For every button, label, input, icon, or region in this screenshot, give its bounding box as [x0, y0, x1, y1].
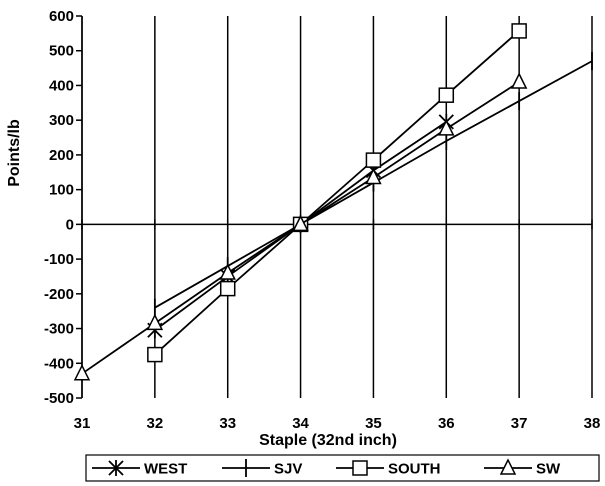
- data-point-south: [365, 152, 382, 168]
- x-axis-title: Staple (32nd inch): [259, 432, 397, 449]
- y-tick-label: -300: [44, 321, 74, 338]
- data-point-sw: [73, 364, 91, 381]
- y-tick-label: -200: [44, 286, 74, 303]
- series-sw: [73, 72, 528, 381]
- legend-item-south: SOUTH: [336, 460, 441, 478]
- legend-item-sjv: SJV: [222, 459, 302, 478]
- data-series: [73, 23, 593, 381]
- x-tick-label: 37: [511, 415, 528, 432]
- y-tick-label: 100: [49, 182, 74, 199]
- data-point-south: [511, 23, 527, 39]
- series-line-south: [154, 30, 520, 356]
- y-tick-label: 600: [49, 8, 74, 25]
- y-tick-label: 200: [49, 147, 74, 164]
- data-point-south: [438, 87, 455, 103]
- data-point-sw: [146, 313, 164, 331]
- data-point-sw: [510, 72, 528, 89]
- legend-item-sw: SW: [484, 458, 561, 478]
- legend-label: SJV: [274, 461, 302, 478]
- data-point-sw: [438, 119, 455, 136]
- legend: WEST SJV SOUTH SW: [85, 454, 600, 482]
- data-point-sw: [219, 263, 236, 280]
- legend-marker: [352, 460, 368, 476]
- gridlines: [81, 16, 593, 398]
- legend-label: SOUTH: [388, 461, 441, 478]
- legend-item-west: WEST: [92, 460, 187, 478]
- x-tick-label: 36: [438, 415, 455, 432]
- legend-label: SW: [536, 461, 561, 478]
- x-tick-label: 35: [365, 415, 382, 432]
- legend-marker: [108, 460, 124, 476]
- y-tick-label: -500: [44, 390, 74, 407]
- tick-labels: -500 -400 -300 -200 -100 0 100 200 300 400 500 600 3…: [44, 8, 600, 432]
- data-point-sw: [292, 214, 309, 232]
- series-south: [147, 23, 527, 363]
- legend-marker: [499, 458, 517, 475]
- y-tick-label: 0: [66, 216, 74, 233]
- y-tick-label: 500: [49, 43, 74, 60]
- x-tick-label: 34: [292, 415, 309, 432]
- y-tick-label: 300: [49, 112, 74, 129]
- legend-label: WEST: [144, 461, 187, 478]
- y-tick-label: 400: [49, 77, 74, 94]
- data-point-south: [219, 280, 236, 297]
- axes: [76, 15, 593, 399]
- y-axis-title: Points/lb: [6, 119, 23, 187]
- y-tick-label: -400: [44, 355, 74, 372]
- data-point-south: [147, 346, 163, 363]
- x-tick-label: 32: [147, 415, 164, 432]
- x-tick-label: 38: [584, 415, 601, 432]
- x-tick-label: 31: [74, 415, 91, 432]
- x-tick-label: 33: [219, 415, 236, 432]
- y-tick-label: -100: [44, 251, 74, 268]
- data-point-sw: [365, 167, 382, 185]
